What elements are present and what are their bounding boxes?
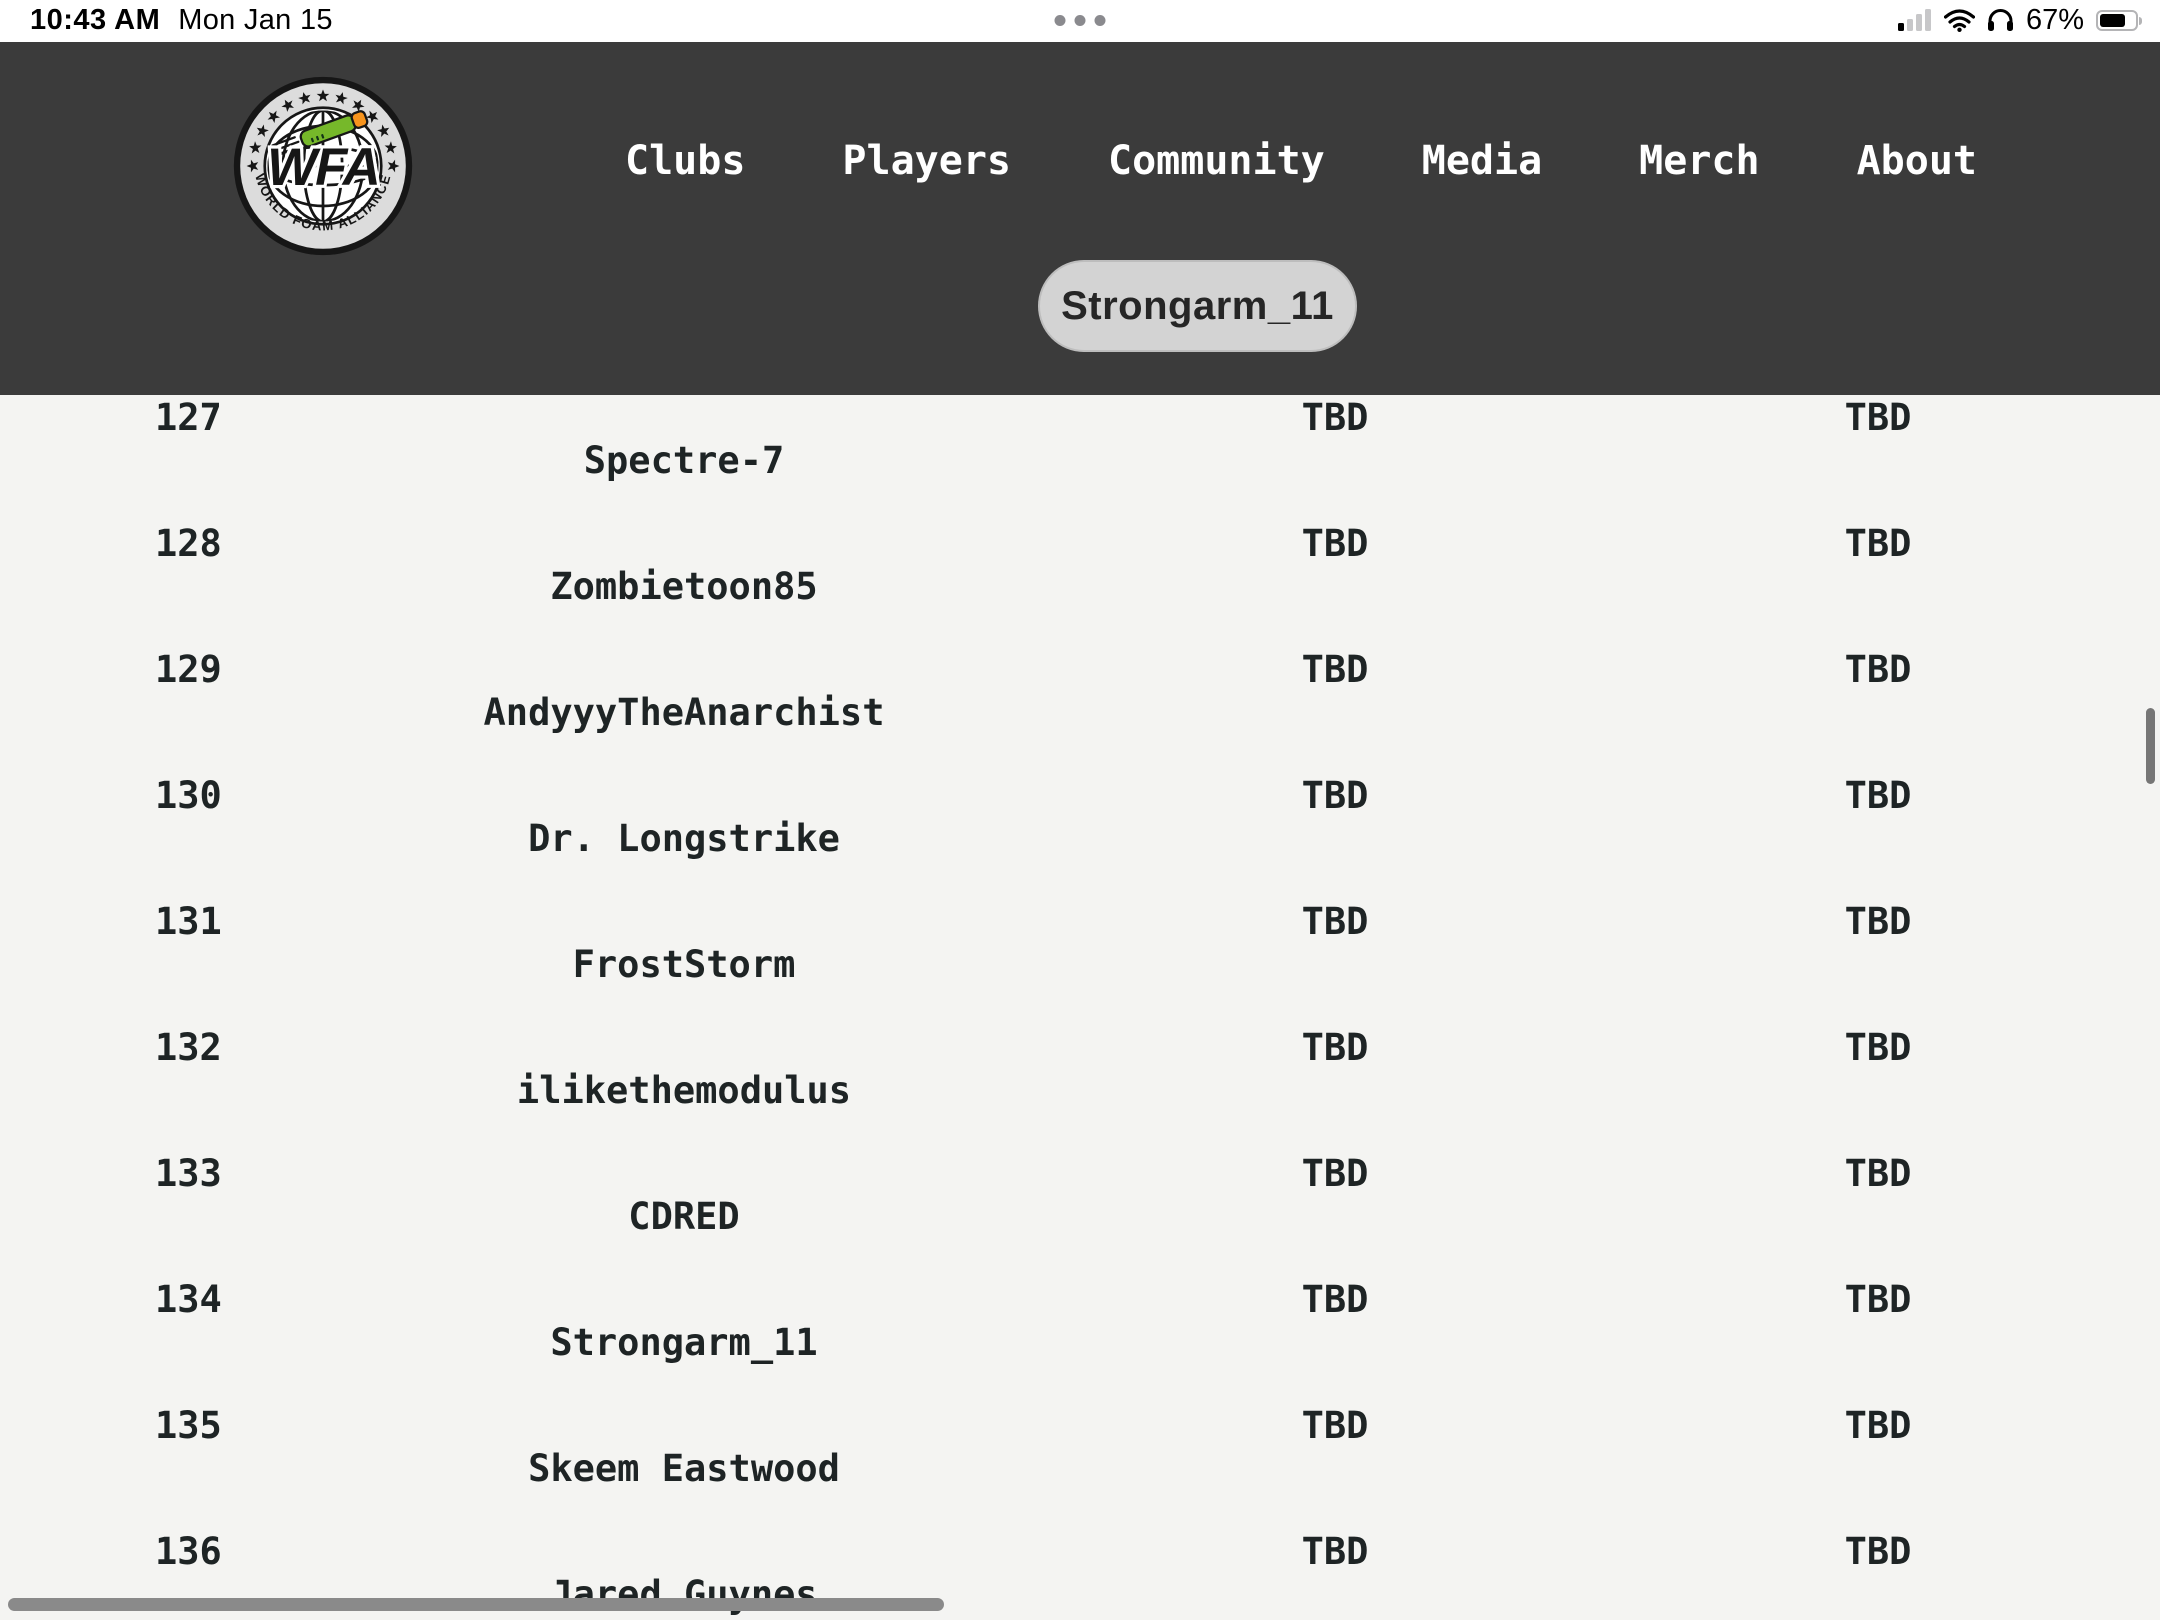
profile-button[interactable]: Strongarm_11 [1038, 260, 1357, 352]
stat-cell-a: TBD [1301, 774, 1369, 817]
rank-cell: 134 [155, 1278, 222, 1321]
battery-percent: 67% [2025, 3, 2084, 36]
table-row[interactable]: 135 Skeem Eastwood TBD TBD [0, 1403, 2160, 1529]
status-bar: 10:43 AM Mon Jan 15 67% [0, 0, 2160, 42]
rank-cell: 131 [155, 900, 222, 943]
nav-item-clubs[interactable]: Clubs [625, 138, 746, 184]
stat-cell-b: TBD [1844, 396, 1912, 439]
stat-cell-a: TBD [1301, 1530, 1369, 1573]
horizontal-scrollbar-thumb[interactable] [8, 1598, 944, 1611]
rank-cell: 133 [155, 1152, 222, 1195]
stat-cell-b: TBD [1844, 1026, 1912, 1069]
nav-item-merch[interactable]: Merch [1639, 138, 1760, 184]
nav-item-players[interactable]: Players [842, 138, 1011, 184]
stat-cell-b: TBD [1844, 900, 1912, 943]
site-header: WORLD FOAM ALLIANCE [0, 42, 2160, 395]
rank-cell: 136 [155, 1530, 222, 1573]
player-name-cell: Zombietoon85 [550, 565, 818, 608]
stat-cell-a: TBD [1301, 1404, 1369, 1447]
table-row[interactable]: 132 ilikethemodulus TBD TBD [0, 1025, 2160, 1151]
stat-cell-a: TBD [1301, 1152, 1369, 1195]
table-row[interactable]: 133 CDRED TBD TBD [0, 1151, 2160, 1277]
stat-cell-a: TBD [1301, 522, 1369, 565]
wfa-logo-graphic: WORLD FOAM ALLIANCE [233, 76, 413, 256]
rank-cell: 127 [155, 396, 222, 439]
stat-cell-b: TBD [1844, 648, 1912, 691]
rank-cell: 135 [155, 1404, 222, 1447]
player-name-cell: AndyyyTheAnarchist [483, 691, 885, 734]
logo-abbr-text: WFA [267, 138, 379, 197]
rank-cell: 128 [155, 522, 222, 565]
player-name-cell: ilikethemodulus [516, 1069, 852, 1112]
player-name-cell: FrostStorm [572, 943, 796, 986]
player-name-cell: Strongarm_11 [550, 1321, 818, 1364]
multitask-dots[interactable] [1054, 15, 1106, 26]
nav-item-media[interactable]: Media [1421, 138, 1543, 184]
player-name-cell: Dr. Longstrike [528, 817, 840, 860]
stat-cell-a: TBD [1301, 396, 1369, 439]
stat-cell-a: TBD [1301, 1278, 1369, 1321]
stat-cell-a: TBD [1301, 648, 1369, 691]
table-row[interactable]: 134 Strongarm_11 TBD TBD [0, 1277, 2160, 1403]
profile-button-label: Strongarm_11 [1061, 283, 1334, 328]
battery-icon [2096, 9, 2142, 31]
rank-cell: 130 [155, 774, 222, 817]
table-row[interactable]: 129 AndyyyTheAnarchist TBD TBD [0, 647, 2160, 773]
table-row[interactable]: 128 Zombietoon85 TBD TBD [0, 521, 2160, 647]
stat-cell-b: TBD [1844, 1530, 1912, 1573]
stat-cell-b: TBD [1844, 1278, 1912, 1321]
stat-cell-a: TBD [1301, 900, 1369, 943]
stat-cell-b: TBD [1844, 1404, 1912, 1447]
table-row[interactable]: 131 FrostStorm TBD TBD [0, 899, 2160, 1025]
cellular-signal-icon [1897, 9, 1931, 31]
rank-cell: 129 [155, 648, 222, 691]
player-name-cell: CDRED [628, 1195, 740, 1238]
status-time: 10:43 AM [30, 4, 161, 36]
table-row[interactable]: 127 Spectre-7 TBD TBD [0, 395, 2160, 521]
stat-cell-b: TBD [1844, 1152, 1912, 1195]
wifi-icon [1943, 8, 1975, 32]
player-name-cell: Spectre-7 [583, 439, 785, 482]
stat-cell-a: TBD [1301, 1026, 1369, 1069]
status-date: Mon Jan 15 [178, 4, 333, 36]
player-name-cell: Skeem Eastwood [528, 1447, 840, 1490]
nav-item-community[interactable]: Community [1108, 138, 1325, 184]
table-row[interactable]: 130 Dr. Longstrike TBD TBD [0, 773, 2160, 899]
vertical-scrollbar-thumb[interactable] [2146, 708, 2155, 784]
main-nav: Clubs Players Community Media Merch Abou… [625, 139, 1977, 183]
headphones-icon [1987, 9, 2013, 31]
stat-cell-b: TBD [1844, 774, 1912, 817]
wfa-logo[interactable]: WORLD FOAM ALLIANCE [232, 75, 414, 257]
stat-cell-b: TBD [1844, 522, 1912, 565]
nav-item-about[interactable]: About [1856, 138, 1978, 184]
standings-table: 127 Spectre-7 TBD TBD 128 Zombietoon85 T… [0, 395, 2160, 1620]
rank-cell: 132 [155, 1026, 222, 1069]
